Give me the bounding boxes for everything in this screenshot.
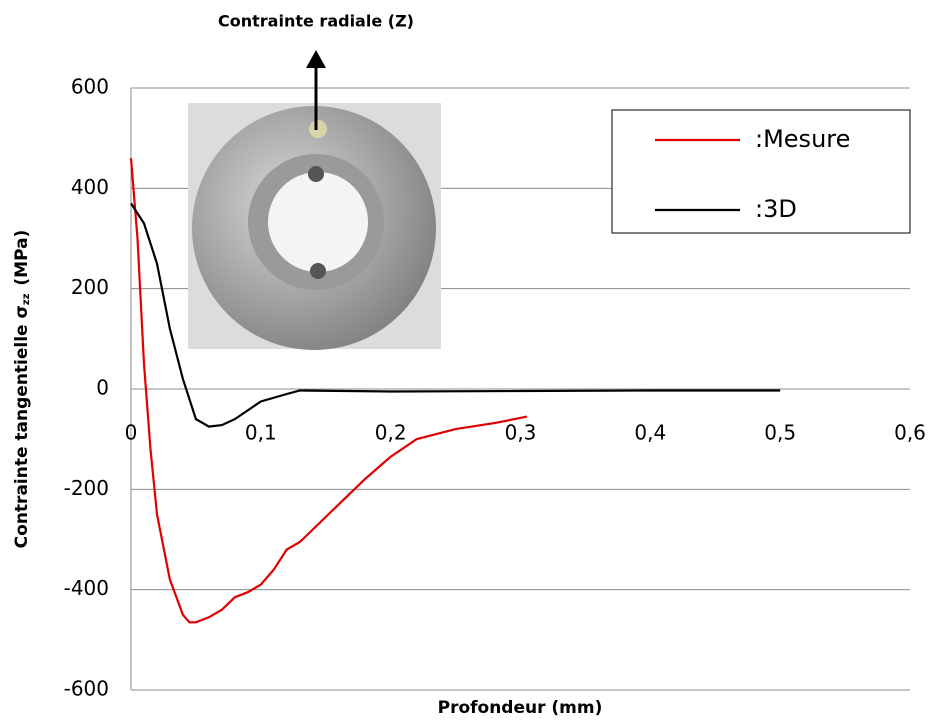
y-label-main: Contrainte tangentielle σ (12, 305, 32, 548)
y-label-sub: zz (21, 293, 32, 305)
x-tick-label: 0,4 (634, 421, 666, 445)
x-tick-label: 0,1 (245, 421, 277, 445)
x-tick-label: 0,3 (505, 421, 537, 445)
y-tick-label: -200 (64, 476, 109, 500)
x-tick-label: 0,2 (375, 421, 407, 445)
y-tick-label: 200 (71, 275, 109, 299)
arrow-head (306, 50, 326, 68)
y-tick-label: -600 (64, 677, 109, 701)
line (129, 158, 528, 624)
y-axis-label: Contrainte tangentielle σzz (MPa) (12, 230, 32, 549)
photo (188, 103, 441, 350)
y-label-unit: (MPa) (12, 230, 32, 286)
y-tick-label: 600 (71, 75, 109, 99)
y-tick-label: 0 (96, 376, 109, 400)
y-tick-label: -400 (64, 576, 109, 600)
legend-label: :Mesure (755, 125, 850, 153)
y-tick-label: 400 (71, 175, 109, 199)
x-axis-label: Profondeur (mm) (438, 698, 603, 718)
x-tick-label: 0,5 (764, 421, 796, 445)
line (130, 202, 781, 428)
x-tick-label: 0 (125, 421, 138, 445)
annotation: Contrainte radiale (Z) (218, 12, 414, 31)
legend-box (611, 109, 911, 234)
legend-label: :3D (755, 195, 797, 223)
x-tick-label: 0,6 (894, 421, 926, 445)
